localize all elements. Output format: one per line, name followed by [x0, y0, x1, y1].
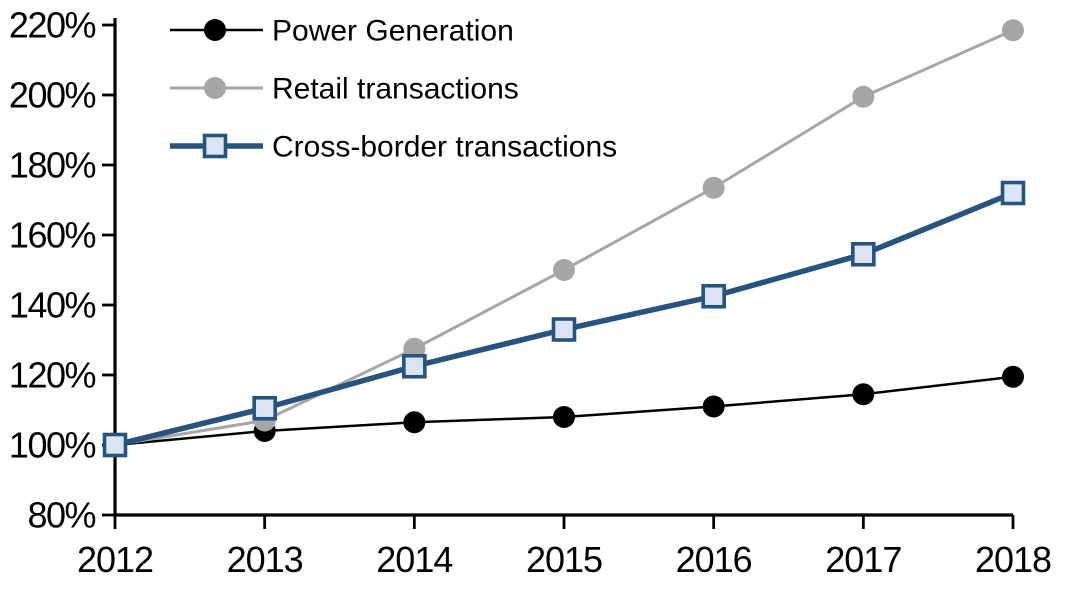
data-point-cross-border-transactions-2018 [1000, 180, 1026, 206]
data-point-retail-transactions-2015 [553, 259, 575, 281]
y-axis-tick-label: 120% [9, 355, 96, 396]
legend-label: Retail transactions [272, 73, 519, 106]
y-axis-tick-label: 220% [9, 5, 96, 46]
x-axis-tick-label: 2014 [376, 539, 452, 580]
data-point-cross-border-transactions-2012 [102, 432, 128, 458]
legend: Power Generation Retail transactions Cross… [170, 15, 617, 164]
x-axis-tick-label: 2012 [77, 539, 153, 580]
legend-label: Power Generation [272, 15, 514, 48]
y-axis-tick-label: 160% [9, 215, 96, 256]
data-point-cross-border-transactions-2015 [551, 317, 577, 342]
x-axis-tick-label: 2016 [676, 539, 752, 580]
data-point-retail-transactions-2017 [852, 85, 875, 108]
legend-marker-square [202, 133, 228, 159]
x-axis-tick-label: 2013 [227, 539, 303, 580]
legend-marker-circle [204, 19, 226, 41]
data-point-power-generation-2014 [403, 411, 426, 434]
series-power-generation [104, 365, 1024, 456]
series-line-retail-transactions [114, 28, 1014, 447]
legend-item-cross-border-transactions: Cross-border transactions [170, 131, 617, 164]
data-point-cross-border-transactions-2014 [402, 353, 427, 379]
x-axis-tick-label: 2017 [825, 539, 901, 580]
data-point-power-generation-2015 [553, 406, 575, 428]
legend-label: Cross-border transactions [272, 131, 617, 164]
x-axis-tick-label: 2018 [975, 539, 1051, 580]
data-point-cross-border-transactions-2013 [252, 395, 277, 421]
data-point-cross-border-transactions-2016 [701, 283, 726, 309]
x-axis-tick-label: 2015 [526, 539, 602, 580]
y-axis-tick-label: 80% [27, 495, 95, 536]
legend-item-power-generation: Power Generation [170, 15, 514, 48]
data-point-power-generation-2016 [702, 395, 725, 418]
series-cross-border-transactions [102, 180, 1026, 458]
y-axis-tick-label: 140% [9, 285, 96, 326]
data-point-power-generation-2017 [852, 383, 875, 406]
data-point-power-generation-2018 [1002, 365, 1024, 388]
y-axis-tick-label: 200% [9, 75, 96, 116]
y-axis-tick-label: 100% [9, 425, 96, 466]
data-point-cross-border-transactions-2017 [851, 241, 876, 267]
y-axis-tick-label: 180% [9, 145, 96, 186]
legend-item-retail-transactions: Retail transactions [170, 73, 519, 106]
legend-marker-circle [204, 77, 226, 99]
data-point-retail-transactions-2016 [702, 176, 725, 199]
data-point-retail-transactions-2018 [1002, 19, 1024, 42]
